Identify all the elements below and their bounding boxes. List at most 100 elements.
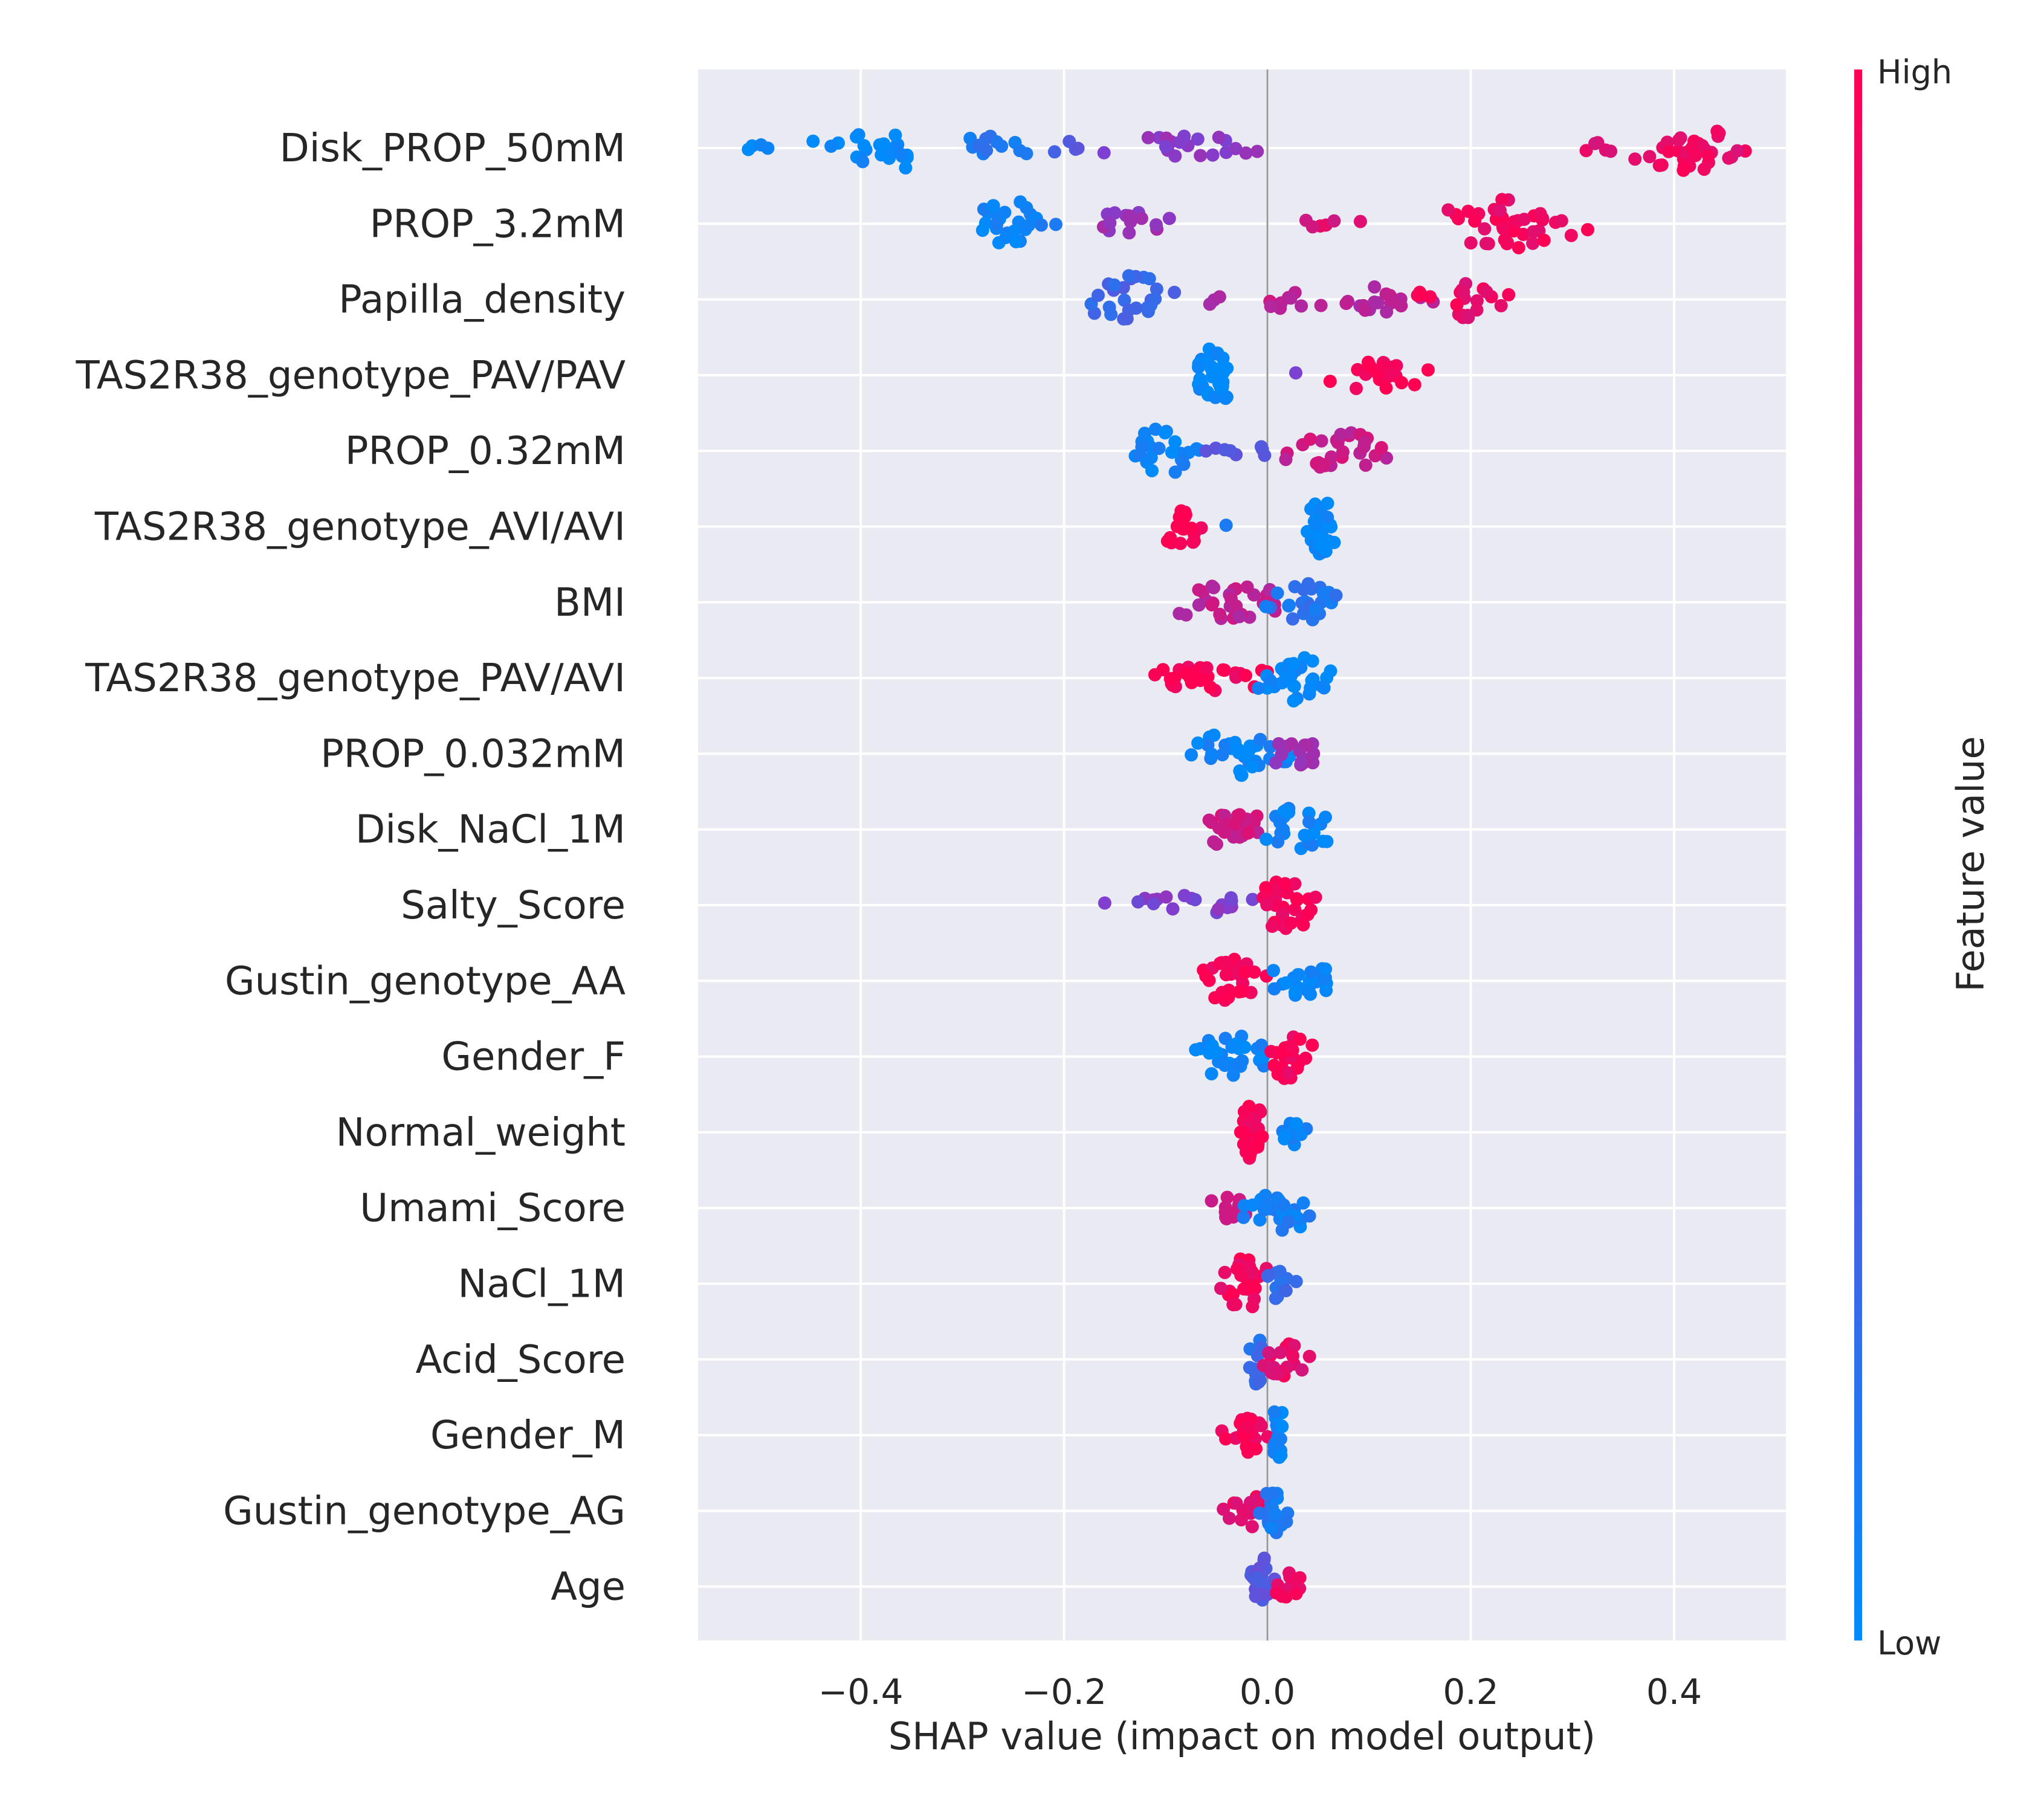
shap-point <box>1253 1506 1267 1520</box>
shap-point <box>1224 891 1238 905</box>
shap-point <box>754 138 768 152</box>
shap-point <box>1287 657 1301 671</box>
shap-point <box>1304 681 1318 695</box>
shap-point <box>1141 131 1155 144</box>
shap-point <box>1267 982 1281 996</box>
shap-point <box>1172 607 1186 621</box>
shap-point <box>1379 287 1393 301</box>
shap-point <box>1193 372 1207 386</box>
shap-point <box>1246 892 1260 906</box>
feature-label: Umami_Score <box>360 1186 626 1231</box>
shap-point <box>1219 955 1233 969</box>
shap-point <box>1210 837 1223 851</box>
shap-point <box>1215 748 1229 762</box>
shap-point <box>1253 1213 1267 1227</box>
shap-point <box>1138 427 1151 440</box>
shap-point <box>1275 747 1289 761</box>
shap-point <box>1319 543 1333 556</box>
shap-point <box>1098 896 1111 910</box>
shap-point <box>1295 1363 1309 1377</box>
shap-point <box>1205 1067 1218 1081</box>
colorbar-high-label: High <box>1877 53 1952 91</box>
shap-point <box>1122 209 1136 223</box>
shap-point <box>1250 144 1264 158</box>
shap-point <box>1308 603 1322 617</box>
shap-point <box>1279 976 1293 990</box>
shap-point <box>1267 1059 1281 1073</box>
shap-point <box>1249 1589 1263 1603</box>
shap-point <box>1239 1145 1253 1159</box>
shap-point <box>1672 133 1686 147</box>
shap-point <box>1231 1057 1244 1071</box>
shap-point <box>1158 426 1172 440</box>
shap-point <box>1189 1043 1203 1057</box>
shap-point <box>1120 312 1134 326</box>
shap-point <box>1226 1207 1240 1221</box>
shap-point <box>1231 743 1245 757</box>
shap-point <box>1148 292 1162 306</box>
shap-point <box>1034 218 1048 232</box>
feature-label: Disk_PROP_50mM <box>280 126 626 171</box>
shap-point <box>1122 269 1136 283</box>
shap-point <box>1122 226 1136 240</box>
shap-point <box>1107 278 1121 292</box>
shap-point <box>979 132 993 146</box>
shap-point <box>1259 599 1273 613</box>
shap-point <box>1302 1349 1316 1363</box>
shap-point <box>1286 612 1299 626</box>
shap-point <box>1287 1573 1301 1586</box>
shap-point <box>1252 682 1265 695</box>
shap-point <box>1302 1209 1316 1223</box>
shap-point <box>1240 580 1254 594</box>
shap-point <box>1152 442 1166 455</box>
shap-point <box>1363 360 1377 373</box>
shap-point <box>1287 694 1301 708</box>
shap-point <box>1319 810 1332 824</box>
shap-point <box>1655 158 1669 172</box>
shap-point <box>1689 149 1703 163</box>
shap-point <box>1229 141 1243 155</box>
shap-point <box>1235 768 1249 782</box>
shap-point <box>1298 828 1311 842</box>
shap-point <box>1494 298 1508 312</box>
shap-point <box>1212 290 1226 304</box>
shap-point <box>1247 1280 1261 1294</box>
shap-point <box>1281 1215 1295 1229</box>
shap-point <box>1279 453 1293 466</box>
shap-point <box>986 199 1000 213</box>
shap-point <box>1376 359 1389 373</box>
shap-point <box>1285 737 1299 751</box>
shap-point <box>1314 298 1328 312</box>
shap-point <box>877 137 891 151</box>
shap-point <box>1203 680 1217 694</box>
shap-point <box>1305 220 1319 234</box>
shap-point <box>1518 213 1531 226</box>
shap-point <box>1269 1507 1282 1521</box>
shap-point <box>1165 445 1179 459</box>
shap-point <box>1374 440 1388 454</box>
shap-point <box>1205 598 1219 611</box>
x-tick-label: −0.2 <box>1021 1671 1107 1712</box>
shap-point <box>1394 299 1408 313</box>
x-tick-label: 0.2 <box>1443 1671 1498 1712</box>
shap-point <box>1379 381 1393 395</box>
shap-point <box>1020 147 1033 161</box>
shap-point <box>1315 434 1328 448</box>
shap-point <box>1662 144 1675 158</box>
shap-point <box>1171 519 1185 533</box>
shap-point <box>1272 737 1286 750</box>
shap-point <box>1148 668 1162 682</box>
shap-point <box>1457 285 1470 299</box>
shap-point <box>1316 680 1330 694</box>
shap-point <box>1677 163 1690 177</box>
shap-point <box>1295 299 1308 313</box>
shap-point <box>999 231 1013 244</box>
shap-point <box>1216 663 1230 677</box>
colorbar <box>1854 69 1862 1641</box>
shap-point <box>1199 969 1213 983</box>
shap-point <box>1537 233 1551 247</box>
shap-point <box>1288 877 1302 891</box>
shap-point <box>1218 825 1231 839</box>
shap-point <box>1353 215 1367 228</box>
shap-point <box>1493 204 1507 218</box>
